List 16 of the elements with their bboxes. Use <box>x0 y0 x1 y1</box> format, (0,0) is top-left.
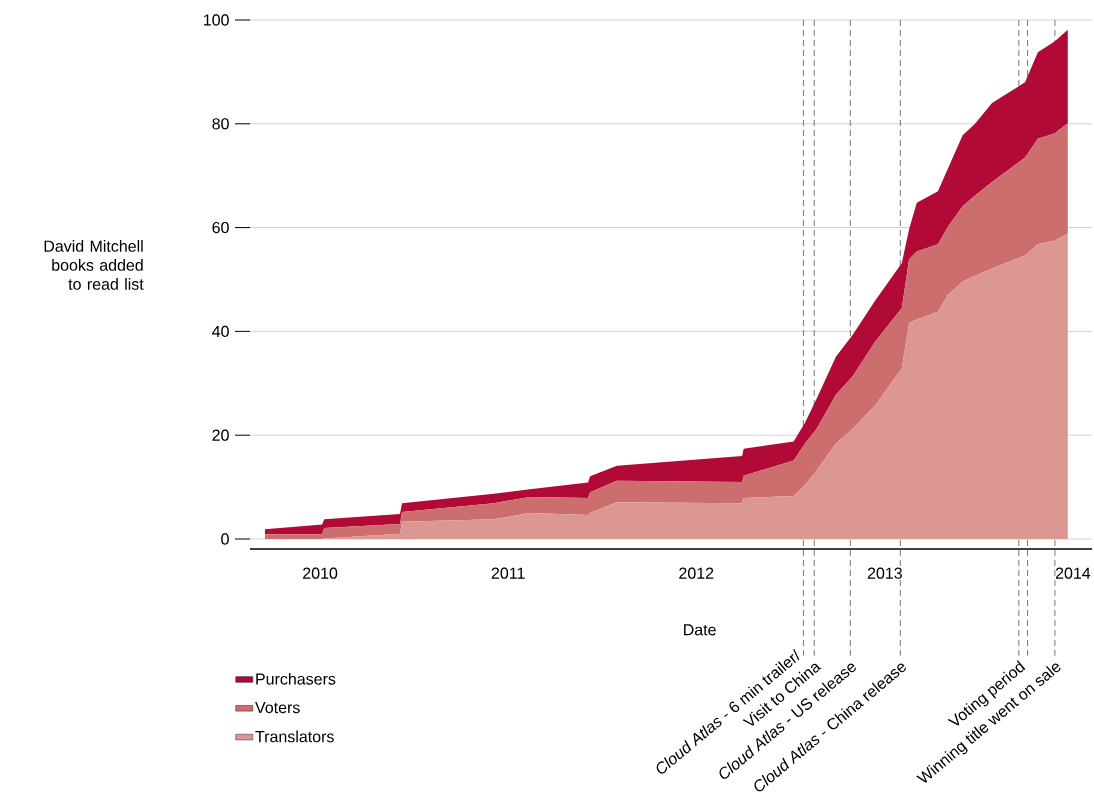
y-tick-label: 80 <box>212 118 229 130</box>
legend-label: Translators <box>255 730 334 743</box>
y-axis-title: David Mitchell books added to read list <box>44 240 144 290</box>
x-tick-label: 2010 <box>303 567 338 579</box>
y-tick-label: 0 <box>221 533 229 545</box>
x-axis-title: Date <box>684 624 716 636</box>
x-tick-label: 2012 <box>679 567 714 579</box>
y-tick-label: 100 <box>204 14 229 26</box>
x-tick-label: 2013 <box>867 567 902 579</box>
legend-label: Voters <box>255 702 300 714</box>
y-tick-label: 40 <box>212 325 229 338</box>
x-tick-label: 2014 <box>1055 567 1091 579</box>
y-tick-label: 20 <box>212 429 229 441</box>
y-tick-label: 60 <box>212 221 229 234</box>
x-tick-label: 2011 <box>491 567 525 579</box>
legend-label: Purchasers <box>256 672 336 685</box>
